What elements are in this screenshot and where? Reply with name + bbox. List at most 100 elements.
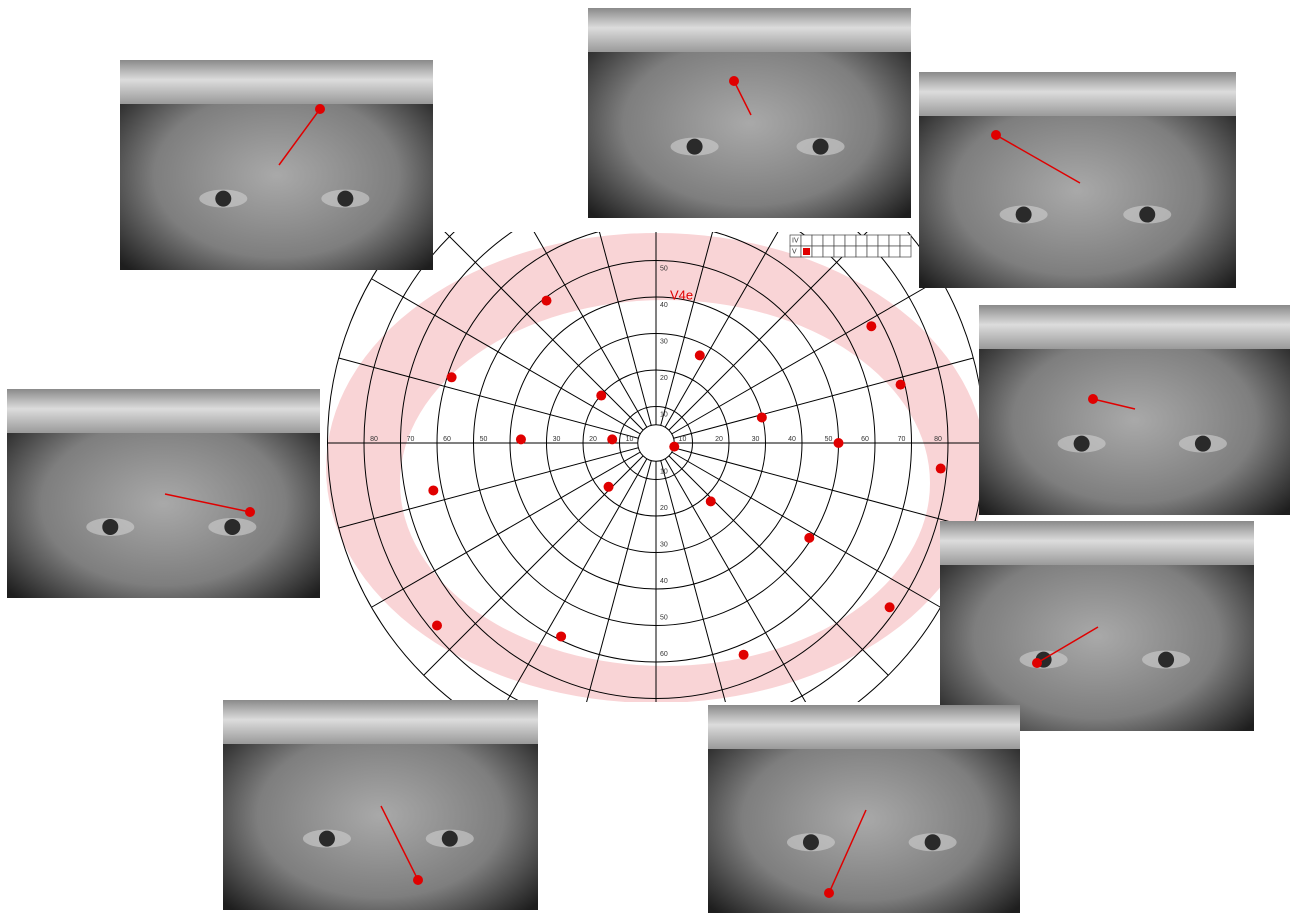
point: [935, 463, 946, 474]
legend-cell: [833, 245, 846, 258]
annotation: V4e: [670, 287, 693, 302]
photo-iris: [337, 190, 354, 207]
photo-iris: [224, 518, 241, 535]
legend-label: IV: [792, 237, 799, 244]
legend-cell: [855, 245, 868, 258]
point: [694, 350, 705, 361]
x-tick-label: 40: [788, 436, 796, 443]
legend-cell: [844, 245, 857, 258]
photo-iris: [215, 190, 232, 207]
spoke: [586, 460, 652, 702]
point: [603, 481, 614, 492]
legend-cell: [855, 234, 868, 247]
legend-cell: [833, 234, 846, 247]
photo-iris: [924, 834, 941, 851]
spoke: [673, 447, 974, 529]
legend-cell: [822, 245, 835, 258]
photo-headrest: [979, 305, 1290, 349]
x-tick-label: 60: [861, 436, 869, 443]
photo-iris: [102, 518, 119, 535]
gaze-line: [1036, 626, 1099, 664]
photo-iris: [1194, 435, 1211, 452]
photo-headrest: [588, 8, 911, 52]
spoke: [671, 451, 941, 608]
point: [895, 379, 906, 390]
spoke: [664, 232, 779, 428]
point: [541, 295, 552, 306]
gaze-dot: [1088, 394, 1098, 404]
photo-iris: [1158, 651, 1175, 668]
point: [866, 321, 877, 332]
x-tick-label: 10: [626, 436, 634, 443]
x-tick-label: 20: [589, 436, 597, 443]
x-tick-label: 50: [480, 436, 488, 443]
legend: IV V: [789, 234, 912, 258]
spoke: [338, 447, 639, 529]
photo-iris: [441, 830, 458, 847]
photo-headrest: [7, 389, 320, 433]
y-tick-label: 40: [660, 578, 668, 585]
photo: [708, 705, 1020, 913]
legend-cell: [899, 245, 912, 258]
gaze-dot: [1032, 658, 1042, 668]
point: [884, 602, 895, 613]
spoke: [338, 357, 639, 439]
legend-cell: [888, 234, 901, 247]
point: [705, 496, 716, 507]
x-tick-label: 70: [407, 436, 415, 443]
legend-cell: [811, 245, 824, 258]
spoke: [664, 458, 807, 702]
perimetry-chart: 80 70 60 50 40 30 20 10 10 20 30 40 50 60 70 80 60 50 40 30…: [326, 232, 986, 702]
point: [607, 434, 618, 445]
point: [556, 631, 567, 642]
point: [756, 412, 767, 423]
spoke: [673, 357, 974, 439]
x-tick-label: 30: [752, 436, 760, 443]
photo-iris: [812, 138, 829, 155]
x-tick-label: 60: [443, 436, 451, 443]
point: [738, 649, 749, 660]
photo-headrest: [919, 72, 1236, 116]
y-tick-label: 60: [660, 651, 668, 658]
x-tick-label: 30: [553, 436, 561, 443]
gaze-line: [995, 134, 1081, 184]
spoke: [598, 232, 652, 426]
spoke: [660, 460, 726, 702]
legend-cell: [822, 234, 835, 247]
spoke: [371, 278, 641, 435]
y-tick-label: 20: [660, 375, 668, 382]
gaze-line: [278, 108, 321, 166]
photo: [7, 389, 320, 598]
photo: [223, 700, 538, 910]
photo-iris: [1073, 435, 1090, 452]
photo: [120, 60, 433, 270]
photo-iris: [802, 834, 819, 851]
legend-cell: [888, 245, 901, 258]
y-tick-label: 30: [660, 338, 668, 345]
y-tick-label: 10: [660, 468, 668, 475]
photo-iris: [1139, 206, 1156, 223]
photo-headrest: [708, 705, 1020, 749]
point: [432, 620, 442, 631]
legend-cell: [866, 234, 879, 247]
photo: [588, 8, 911, 218]
legend-cell: [866, 245, 879, 258]
point: [669, 441, 680, 452]
legend-cell: [877, 245, 890, 258]
spoke: [660, 232, 714, 426]
photo-headrest: [120, 60, 433, 104]
photo-iris: [686, 138, 703, 155]
gaze-line: [828, 809, 867, 894]
x-tick-label: 10: [679, 436, 687, 443]
spoke: [668, 455, 889, 676]
spoke: [444, 232, 644, 431]
gaze-dot: [315, 104, 325, 114]
photo: [979, 305, 1290, 515]
photo: [919, 72, 1236, 288]
spoke: [533, 232, 648, 428]
point: [446, 372, 457, 383]
point: [428, 485, 439, 496]
gaze-line: [164, 493, 251, 513]
